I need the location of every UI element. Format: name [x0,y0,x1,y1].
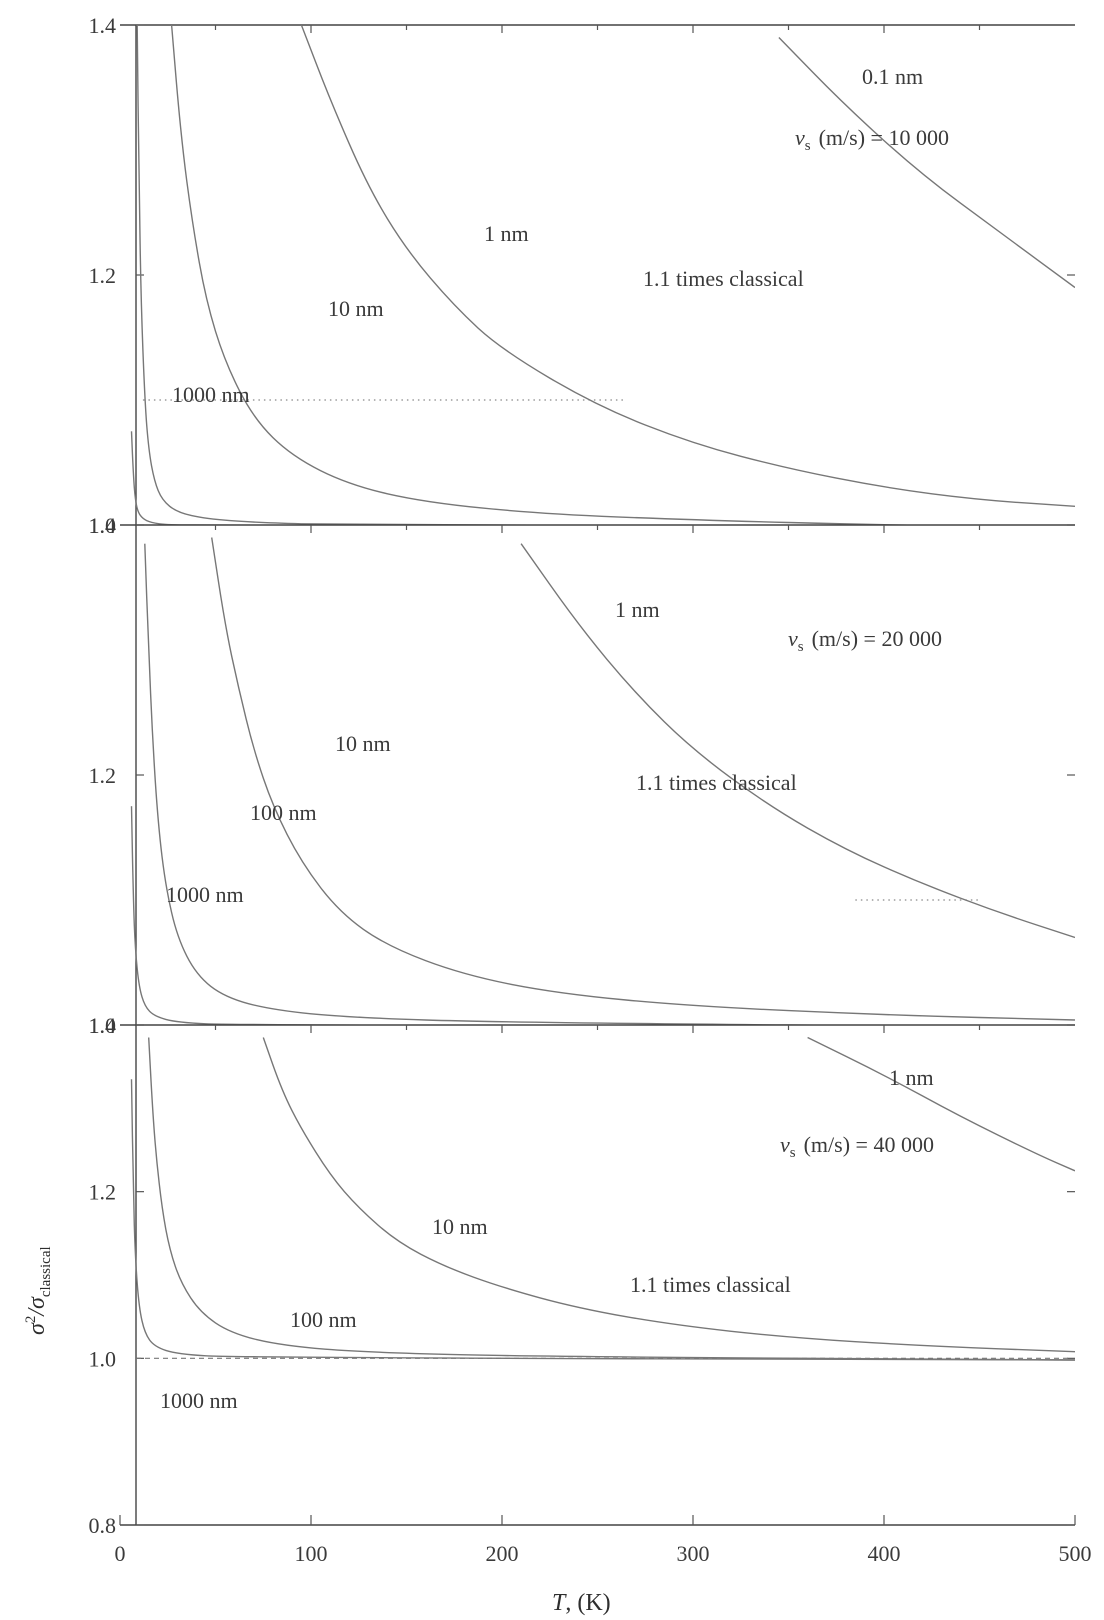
label-middle-100nm: 100 nm [250,800,317,825]
y-axis-title-sigma: σ [24,1322,50,1335]
label-middle-threshold: 1.1 times classical [636,770,797,795]
label-middle-1nm: 1 nm [615,597,660,622]
curve-bottom-10nm [262,1037,1075,1353]
curves-bottom [130,1036,1075,1361]
x-axis-title-rest: , (K) [565,1590,610,1616]
curve-middle-100nm [144,543,869,1025]
annotation-middle-vs: vs (m/s) = 20 000 [788,626,942,655]
panel-top: 1.0 1.2 1.4 [89,13,1075,538]
curve-bottom-1nm [807,1036,1075,1172]
y-axis-title: σ2/σclassical [23,1246,54,1335]
annotation-middle-sub: s [798,639,804,655]
annotation-bottom-sub: s [790,1145,796,1161]
label-bottom-1000nm: 1000 nm [160,1388,238,1413]
curve-top-1nm [300,25,1075,507]
x-tick-label-4: 400 [868,1541,901,1566]
label-middle-10nm: 10 nm [335,731,391,756]
panel-middle: 1.0 1.2 1.4 [89,513,1075,1038]
label-top-threshold: 1.1 times classical [643,266,804,291]
curve-middle-10nm [211,537,1075,1021]
y-axis-title-sup: 2 [23,1316,39,1324]
label-top-10nm: 10 nm [328,296,384,321]
label-middle-1000nm: 1000 nm [166,882,244,907]
curve-bottom-1000nm [130,1079,1075,1361]
curve-top-series3 [136,25,561,525]
x-tick-label-2: 200 [486,1541,519,1566]
y-tick-label-top-1: 1.2 [89,263,117,288]
y-tick-label-bottom-1: 1.0 [89,1346,117,1371]
y-tick-label-middle-1: 1.2 [89,763,117,788]
x-tick-label-5: 500 [1059,1541,1092,1566]
label-top-0.1nm: 0.1 nm [862,64,923,89]
label-bottom-1nm: 1 nm [889,1065,934,1090]
y-axis-title-slash: /σ [24,1296,50,1318]
y-tick-label-bottom-0: 0.8 [89,1513,117,1538]
annotation-top-sub: s [805,138,811,154]
x-tick-label-3: 300 [677,1541,710,1566]
panel-bottom: 0.8 1.0 1.2 1.4 0 100 200 300 400 500 [89,1013,1092,1566]
y-tick-label-middle-2: 1.4 [89,513,117,538]
y-axis-title-sub: classical [38,1246,54,1297]
y-tick-label-top-0: 1.0 [89,513,117,538]
label-top-1nm: 1 nm [484,221,529,246]
curve-top-0.1nm [778,37,1075,289]
x-axis-title-T: T [552,1590,567,1616]
annotation-middle-v: v [788,626,798,651]
curve-middle-1000nm [130,806,481,1025]
curve-top-10nm [170,25,940,525]
annotation-top-vs: vs (m/s) = 10 000 [795,125,949,154]
curve-bottom-100nm [148,1037,1075,1361]
label-bottom-10nm: 10 nm [432,1214,488,1239]
annotation-bottom-vs: vs (m/s) = 40 000 [780,1132,934,1161]
y-tick-label-middle-0: 1.0 [89,1013,117,1038]
x-tick-label-0: 0 [115,1541,126,1566]
curves-middle [130,537,1075,1025]
y-tick-label-top-2: 1.4 [89,13,117,38]
label-bottom-100nm: 100 nm [290,1307,357,1332]
x-axis-title: T, (K) [552,1590,611,1616]
curve-top-1000nm [130,431,446,525]
y-tick-label-bottom-3: 1.4 [89,1013,117,1038]
label-bottom-threshold: 1.1 times classical [630,1272,791,1297]
x-tick-label-1: 100 [295,1541,328,1566]
annotation-middle-rest: (m/s) = 20 000 [812,626,942,651]
label-top-1000nm: 1000 nm [172,382,250,407]
annotation-bottom-v: v [780,1132,790,1157]
annotation-top-v: v [795,125,805,150]
annotation-bottom-rest: (m/s) = 40 000 [804,1132,934,1157]
curves-top [130,25,1075,525]
curve-middle-1nm [520,543,1075,939]
y-tick-label-bottom-2: 1.2 [89,1180,117,1205]
annotation-top-rest: (m/s) = 10 000 [819,125,949,150]
